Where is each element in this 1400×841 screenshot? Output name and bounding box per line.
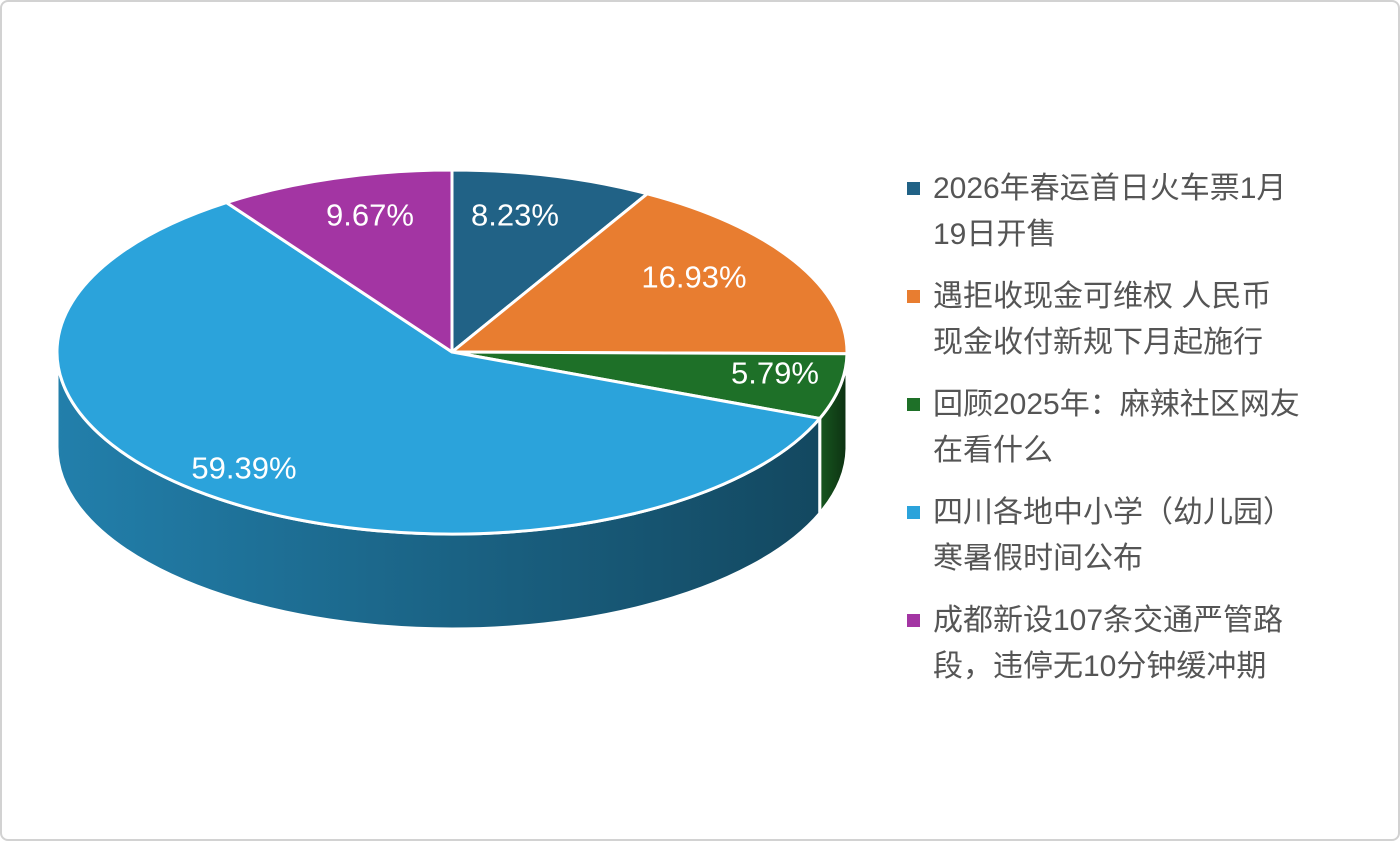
pie-slice-labels: 8.23% 16.93% 5.79% 59.39% 9.67% <box>191 198 819 486</box>
legend-marker-4 <box>907 614 920 627</box>
legend-item-2: 回顾2025年：麻辣社区网友 在看什么 <box>907 382 1387 474</box>
legend-label-3: 四川各地中小学（幼儿园） 寒暑假时间公布 <box>933 496 1293 575</box>
chart-legend: 2026年春运首日火车票1月 19日开售 遇拒收现金可维权 人民币 现金收付新规… <box>907 166 1387 706</box>
pie-top-slices <box>55 168 849 536</box>
slice-label-2: 5.79% <box>731 356 819 391</box>
legend-item-0: 2026年春运首日火车票1月 19日开售 <box>907 166 1387 258</box>
slice-label-0: 8.23% <box>471 198 559 233</box>
legend-label-4: 成都新设107条交通严管路 段，违停无10分钟缓冲期 <box>933 604 1284 683</box>
pie-slice-4 <box>225 168 454 354</box>
legend-item-4: 成都新设107条交通严管路 段，违停无10分钟缓冲期 <box>907 598 1387 690</box>
pie-slice-1 <box>450 192 849 356</box>
legend-marker-3 <box>907 506 920 519</box>
legend-marker-0 <box>907 182 920 195</box>
legend-label-1: 遇拒收现金可维权 人民币 现金收付新规下月起施行 <box>933 280 1272 359</box>
legend-label-2: 回顾2025年：麻辣社区网友 在看什么 <box>933 388 1300 467</box>
legend-marker-1 <box>907 290 920 303</box>
legend-marker-2 <box>907 398 920 411</box>
slice-label-1: 16.93% <box>641 260 746 295</box>
pie-slice-0 <box>450 168 649 354</box>
legend-item-3: 四川各地中小学（幼儿园） 寒暑假时间公布 <box>907 490 1387 582</box>
legend-item-1: 遇拒收现金可维权 人民币 现金收付新规下月起施行 <box>907 274 1387 366</box>
slice-label-4: 9.67% <box>326 198 414 233</box>
pie-slice-3 <box>55 201 822 536</box>
legend-label-0: 2026年春运首日火车票1月 19日开售 <box>933 172 1287 251</box>
slice-label-3: 59.39% <box>191 451 296 486</box>
